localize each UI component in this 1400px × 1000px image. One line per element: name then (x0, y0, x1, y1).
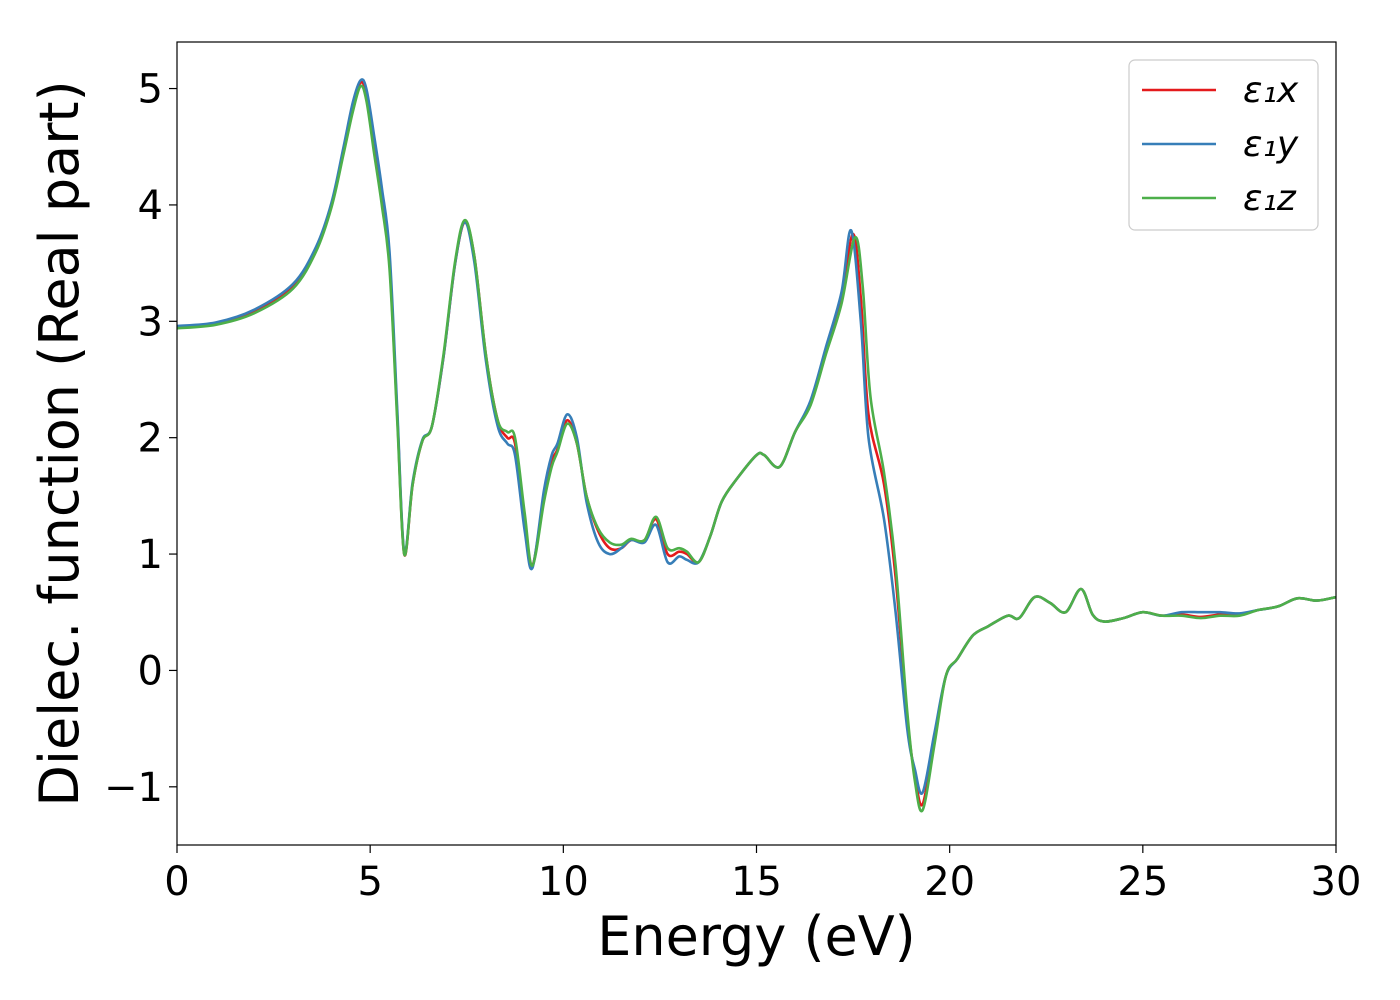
legend-label-1: ε₁x (1243, 70, 1299, 111)
y-tick-label: 1 (138, 532, 163, 578)
x-tick-label: 30 (1311, 859, 1362, 905)
y-axis-ticks: −1 0 1 2 3 4 5 (104, 67, 177, 811)
x-tick-label: 20 (924, 859, 975, 905)
x-tick-label: 10 (538, 859, 589, 905)
y-tick-label: 5 (138, 67, 163, 113)
y-tick-label: 0 (138, 648, 163, 694)
x-tick-label: 5 (357, 859, 382, 905)
legend: ε₁x ε₁y ε₁z (1128, 59, 1319, 231)
x-tick-label: 25 (1117, 859, 1168, 905)
y-tick-label: 2 (138, 416, 163, 462)
y-tick-label: 4 (138, 183, 163, 229)
y-axis-label: Dielec. function (Real part) (28, 80, 91, 806)
legend-box (1128, 59, 1319, 231)
legend-label-2: ε₁y (1243, 124, 1299, 165)
y-tick-label: 3 (138, 299, 163, 345)
legend-label-3: ε₁z (1243, 178, 1297, 219)
x-axis-label: Energy (eV) (597, 905, 916, 968)
y-tick-label: −1 (104, 765, 163, 811)
x-tick-label: 15 (731, 859, 782, 905)
series-lines (176, 78, 1337, 813)
x-axis-ticks: 0 5 10 15 20 25 30 (164, 845, 1361, 905)
series-line-3 (176, 84, 1337, 813)
x-tick-label: 0 (164, 859, 189, 905)
